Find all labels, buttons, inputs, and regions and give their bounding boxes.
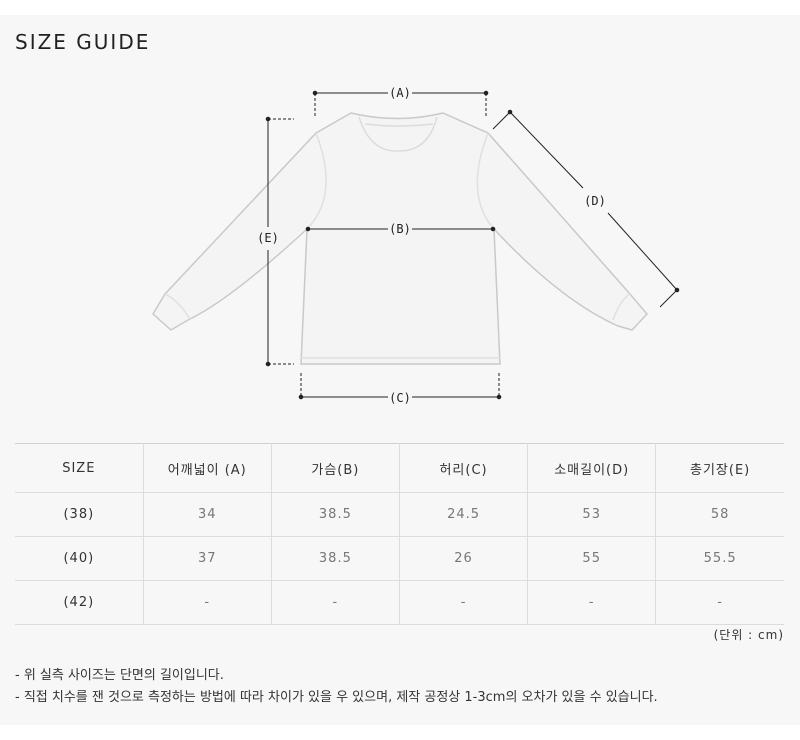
cell: 55 bbox=[527, 536, 656, 581]
cell: 58 bbox=[655, 492, 784, 537]
cell: - bbox=[655, 580, 784, 625]
label-c: (C) bbox=[389, 391, 411, 405]
header-sleeve: 소매길이(D) bbox=[527, 443, 656, 493]
cell: - bbox=[270, 580, 400, 625]
cell: 53 bbox=[527, 492, 656, 537]
header-length: 총기장(E) bbox=[655, 443, 784, 493]
table-row: (42) - - - - - bbox=[15, 580, 784, 625]
size-table: SIZE 어깨넓이 (A) 가슴(B) 허리(C) 소매길이(D) 총기장(E)… bbox=[15, 443, 784, 625]
label-e: (E) bbox=[257, 231, 279, 245]
cell: - bbox=[142, 580, 272, 625]
table-row: (40) 37 38.5 26 55 55.5 bbox=[15, 536, 784, 581]
cell: - bbox=[398, 580, 528, 625]
cell: 38.5 bbox=[270, 536, 400, 581]
label-b: (B) bbox=[389, 222, 411, 236]
sweatshirt-illustration bbox=[152, 112, 649, 365]
measure-lines bbox=[265, 90, 680, 400]
label-d: (D) bbox=[584, 194, 606, 208]
header-chest: 가슴(B) bbox=[270, 443, 400, 493]
table-row: (38) 34 38.5 24.5 53 58 bbox=[15, 492, 784, 537]
cell: (42) bbox=[15, 580, 144, 625]
note-2: - 직접 치수를 잰 것으로 측정하는 방법에 따라 차이가 있을 우 있으며,… bbox=[15, 690, 658, 705]
cell: 38.5 bbox=[270, 492, 400, 537]
note-1: - 위 실측 사이즈는 단면의 길이입니다. bbox=[15, 668, 224, 683]
header-waist: 허리(C) bbox=[398, 443, 528, 493]
unit-label: (단위 : cm) bbox=[713, 628, 784, 642]
header-shoulder: 어깨넓이 (A) bbox=[142, 443, 272, 493]
cell: 24.5 bbox=[398, 492, 528, 537]
cell: 34 bbox=[142, 492, 272, 537]
cell: - bbox=[527, 580, 656, 625]
cell: 26 bbox=[398, 536, 528, 581]
header-size: SIZE bbox=[15, 443, 144, 493]
cell: (40) bbox=[15, 536, 144, 581]
cell: 55.5 bbox=[655, 536, 784, 581]
table-header-row: SIZE 어깨넓이 (A) 가슴(B) 허리(C) 소매길이(D) 총기장(E) bbox=[15, 443, 784, 493]
garment-diagram: (A) (B) (C) (D) (E) bbox=[152, 86, 680, 405]
cell: (38) bbox=[15, 492, 144, 537]
label-a: (A) bbox=[389, 86, 411, 100]
cell: 37 bbox=[142, 536, 272, 581]
page-title: SIZE GUIDE bbox=[15, 30, 151, 54]
